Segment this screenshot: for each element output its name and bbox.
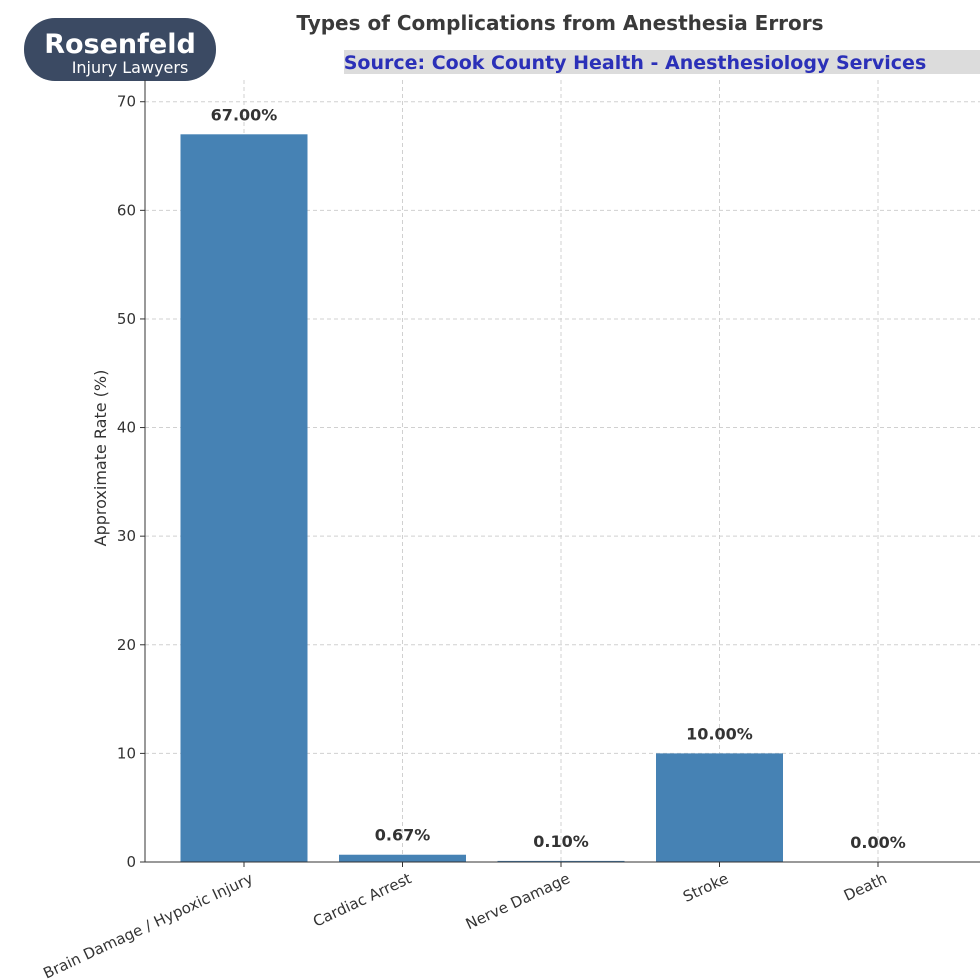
bar	[180, 134, 308, 863]
chart-title: Types of Complications from Anesthesia E…	[296, 11, 823, 35]
x-tick-label: Brain Damage / Hypoxic Injury	[40, 869, 255, 980]
bars	[180, 134, 783, 863]
y-tick-label: 30	[117, 527, 136, 545]
data-labels: 67.00% 0.67% 0.10% 10.00% 0.00%	[211, 105, 906, 852]
data-label: 0.67%	[375, 826, 431, 845]
x-tick-label: Cardiac Arrest	[310, 869, 414, 930]
logo-badge	[24, 18, 216, 81]
data-label: 0.00%	[850, 833, 906, 852]
logo-name: Rosenfeld	[44, 29, 196, 60]
data-label: 10.00%	[686, 724, 753, 743]
y-tick-label: 70	[117, 93, 136, 111]
y-ticks: 0 10 20 30 40 50 60 70	[117, 93, 145, 871]
x-tick-label: Nerve Damage	[463, 869, 573, 933]
y-tick-label: 10	[117, 744, 136, 762]
bar	[339, 854, 466, 862]
y-tick-label: 60	[117, 201, 136, 219]
grid-lines	[145, 80, 980, 862]
source-banner	[344, 50, 980, 74]
y-tick-label: 20	[117, 636, 136, 654]
y-tick-label: 40	[117, 419, 136, 437]
x-ticks: Brain Damage / Hypoxic Injury Cardiac Arr…	[40, 862, 890, 980]
bar	[656, 753, 783, 862]
x-tick-label: Death	[841, 869, 890, 904]
logo: Rosenfeld Injury Lawyers	[24, 18, 216, 81]
bar	[497, 860, 625, 862]
data-label: 67.00%	[211, 105, 278, 124]
data-label: 0.10%	[533, 832, 589, 851]
y-tick-label: 50	[117, 310, 136, 328]
axes	[144, 80, 980, 863]
chart-subtitle: Source: Cook County Health - Anesthesiol…	[344, 52, 927, 74]
x-tick-label: Stroke	[680, 869, 731, 906]
y-axis-label: Approximate Rate (%)	[91, 370, 110, 547]
logo-tagline: Injury Lawyers	[72, 58, 189, 77]
y-tick-label: 0	[126, 853, 136, 871]
